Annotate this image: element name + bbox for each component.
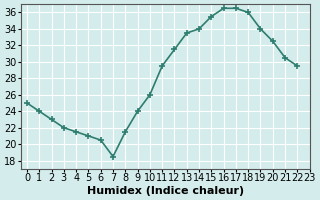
X-axis label: Humidex (Indice chaleur): Humidex (Indice chaleur) (87, 186, 244, 196)
